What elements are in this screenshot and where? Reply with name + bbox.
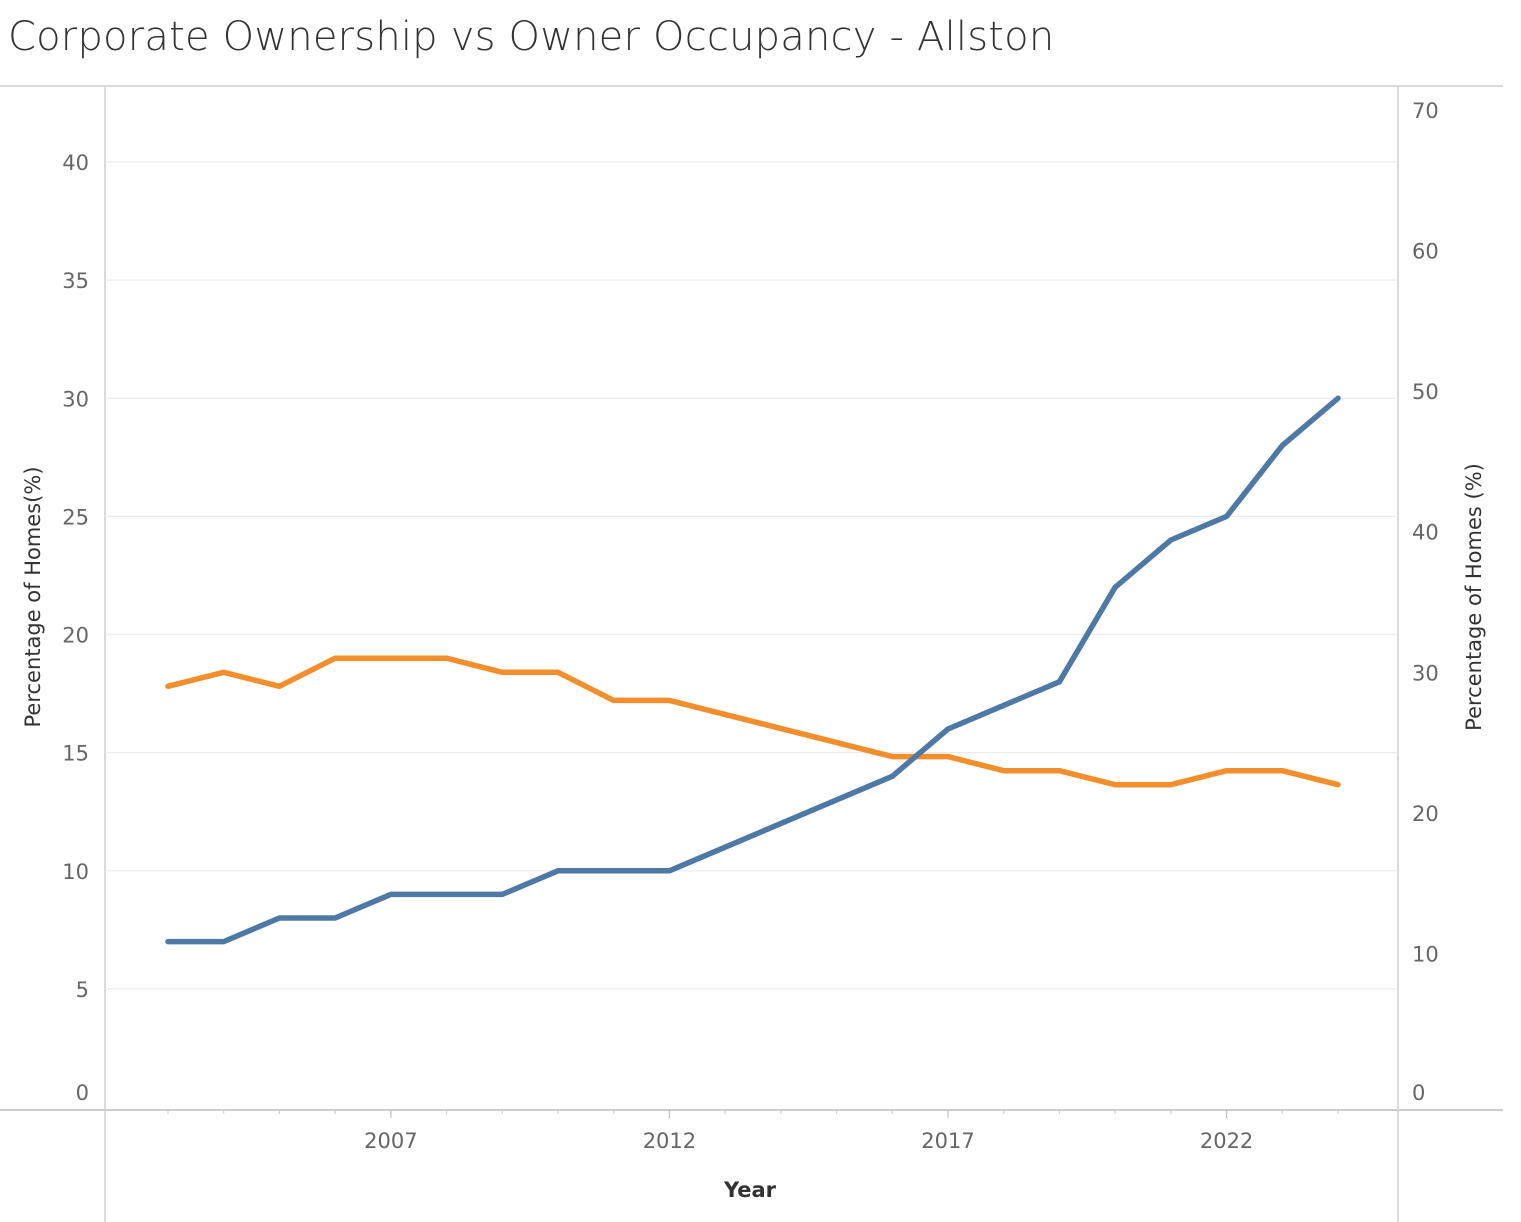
x-axis-title: Year bbox=[723, 1178, 777, 1202]
left-tick-label: 40 bbox=[62, 151, 89, 175]
right-tick-label: 30 bbox=[1412, 661, 1439, 685]
left-tick-label: 35 bbox=[62, 269, 89, 293]
series-lines bbox=[165, 395, 1341, 945]
right-tick-label: 0 bbox=[1412, 1081, 1425, 1105]
left-tick-label: 20 bbox=[62, 624, 89, 648]
right-axis-title: Percentage of Homes (%) bbox=[1462, 463, 1486, 731]
left-tick-label: 30 bbox=[62, 387, 89, 411]
right-tick-label: 50 bbox=[1412, 380, 1439, 404]
left-tick-label: 15 bbox=[62, 742, 89, 766]
corporate-ownership-line bbox=[165, 395, 1341, 945]
x-tick-label: 2017 bbox=[921, 1129, 974, 1153]
x-tick-label: 2022 bbox=[1200, 1129, 1253, 1153]
left-tick-label: 0 bbox=[76, 1081, 89, 1105]
left-axis-title: Percentage of Homes(%) bbox=[21, 466, 45, 727]
left-tick-label: 10 bbox=[62, 860, 89, 884]
right-axis-ticks: 0 10 20 30 40 50 60 70 bbox=[1412, 99, 1439, 1105]
owner-occupancy-line bbox=[165, 655, 1341, 788]
chart-frame bbox=[0, 85, 1503, 1222]
chart-title: Corporate Ownership vs Owner Occupancy -… bbox=[8, 14, 1055, 60]
x-tick-label: 2012 bbox=[643, 1129, 696, 1153]
right-tick-label: 10 bbox=[1412, 942, 1439, 966]
gridlines bbox=[105, 161, 1398, 990]
left-axis-ticks: 0 5 10 15 20 25 30 35 40 bbox=[62, 151, 89, 1105]
left-tick-label: 5 bbox=[76, 978, 89, 1002]
right-tick-label: 70 bbox=[1412, 99, 1439, 123]
right-tick-label: 20 bbox=[1412, 802, 1439, 826]
x-axis-ticks: 2007 2012 2017 2022 bbox=[167, 1110, 1339, 1153]
right-tick-label: 40 bbox=[1412, 521, 1439, 545]
left-tick-label: 25 bbox=[62, 505, 89, 529]
right-tick-label: 60 bbox=[1412, 240, 1439, 264]
x-tick-label: 2007 bbox=[364, 1129, 417, 1153]
